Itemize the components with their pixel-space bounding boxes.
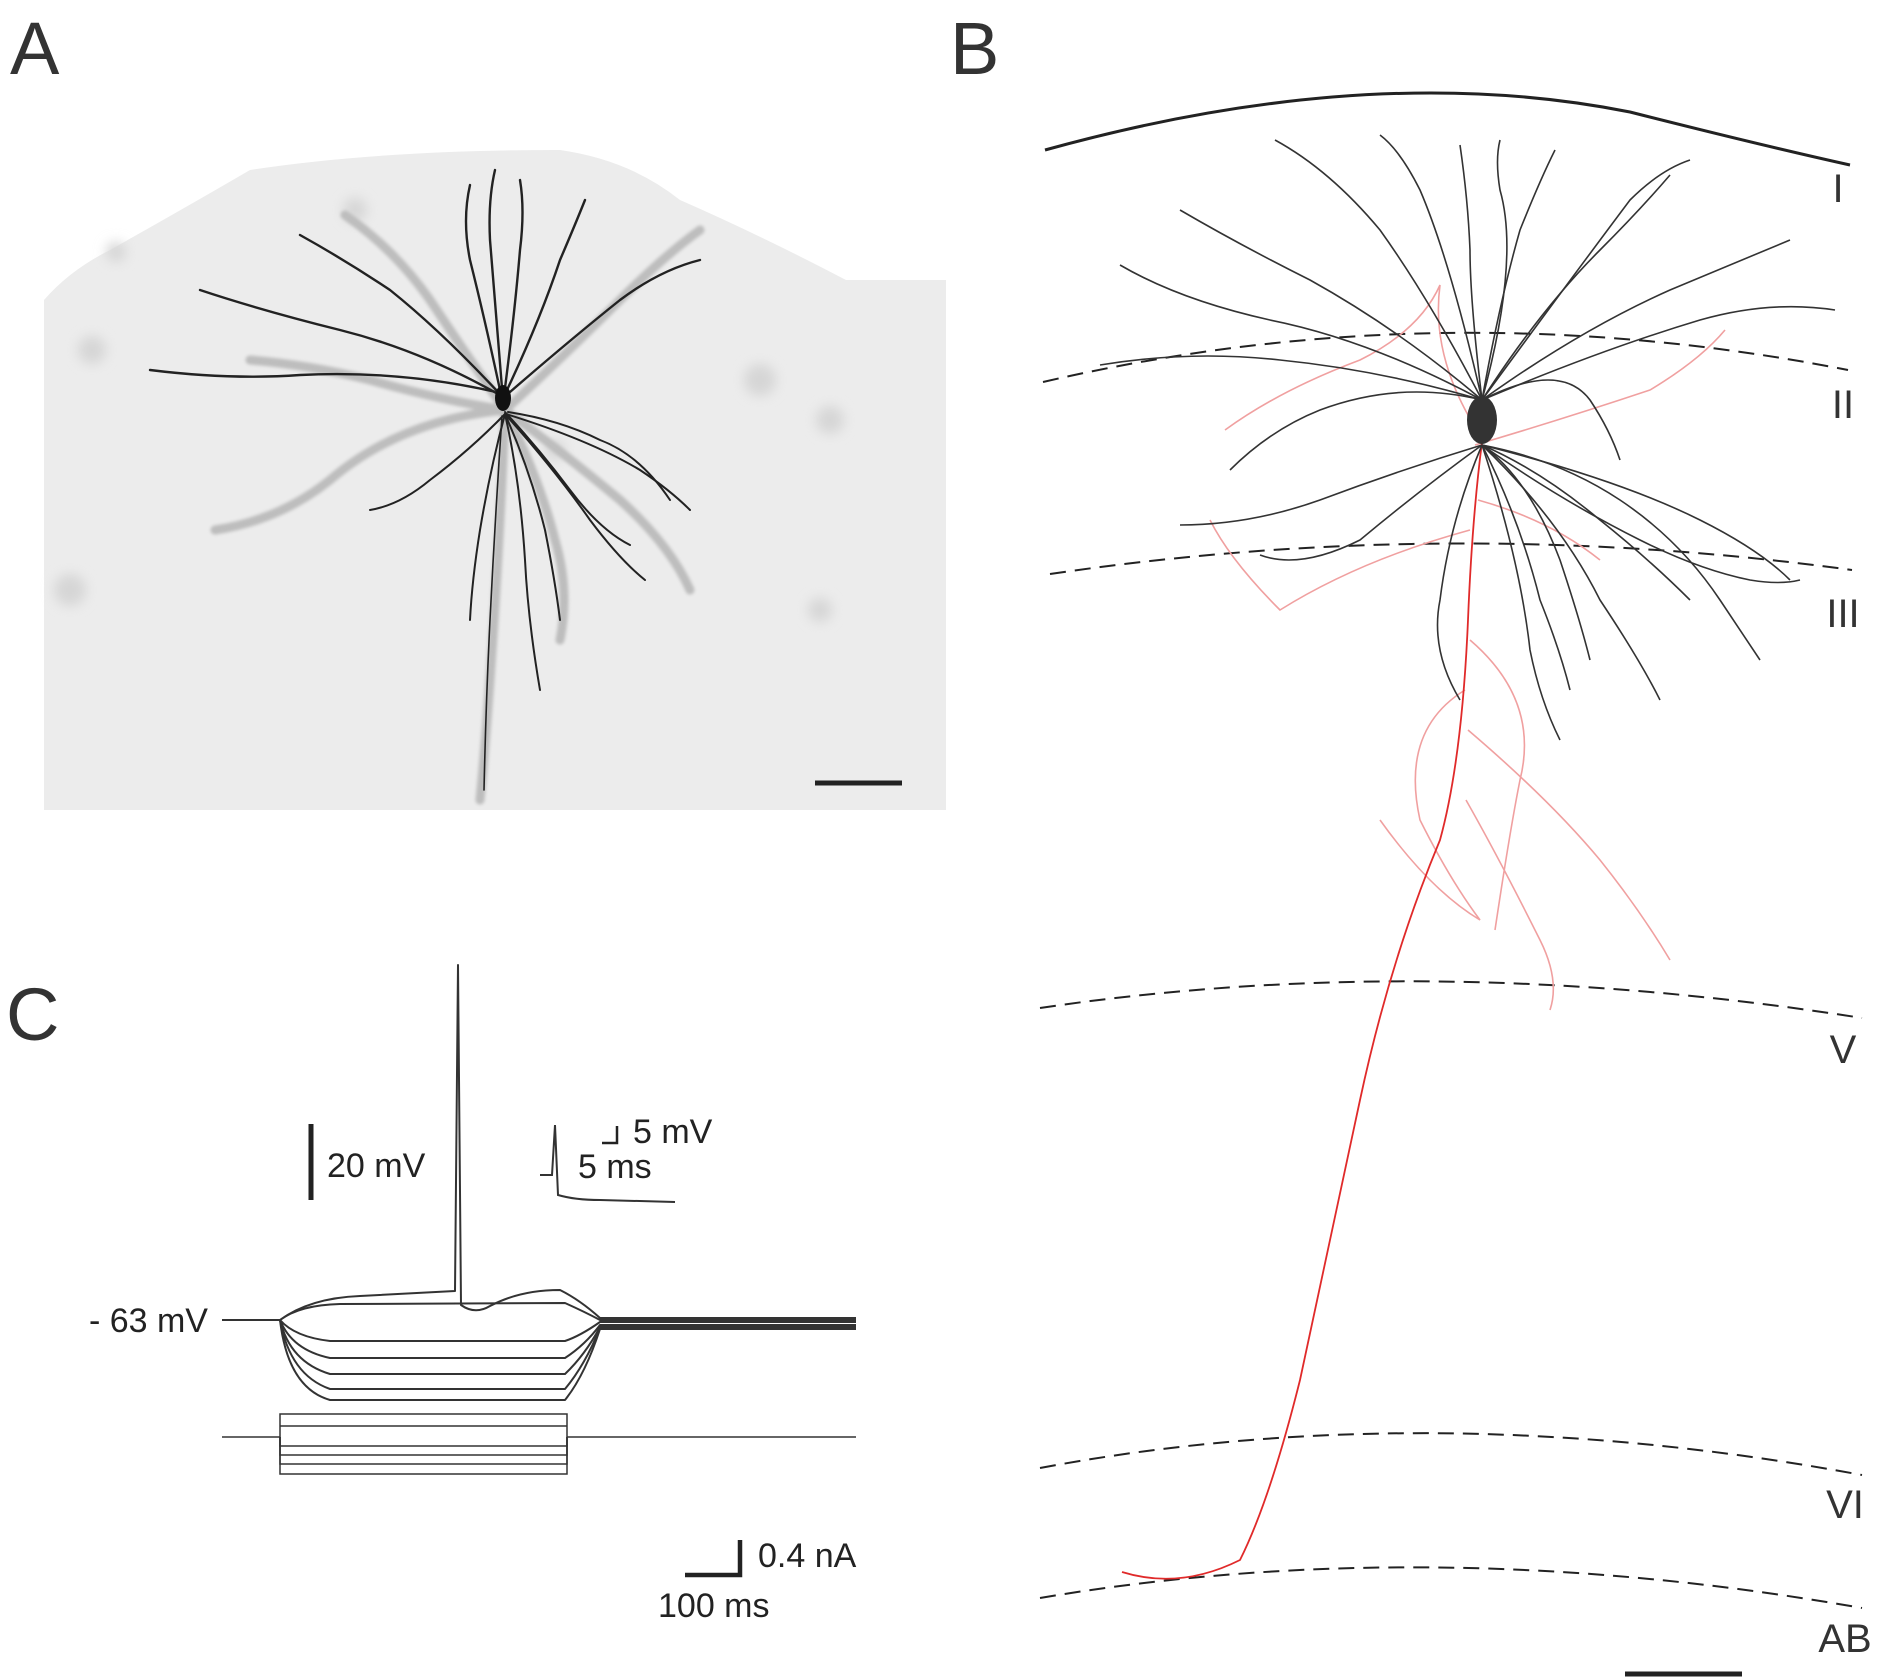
layer-label-ii: II — [1832, 383, 1854, 427]
micrograph — [44, 150, 946, 810]
voltage-traces — [222, 964, 856, 1401]
current-steps — [222, 1413, 856, 1475]
panel-a-letter: A — [10, 7, 60, 90]
apical-dendrites — [1099, 134, 1836, 471]
spike-inset-trace — [540, 1124, 676, 1203]
basal-dendrites — [1179, 444, 1801, 741]
boundary-ii-iii — [1049, 542, 1853, 575]
micrograph-soma — [495, 385, 511, 411]
reconstruction-soma — [1467, 396, 1497, 444]
boundary-vi-ab — [1039, 1566, 1863, 1609]
panel-c: C - 63 mV 20 mV 5 mV 5 ms 0.4 nA 100 ms — [6, 964, 857, 1625]
inset-scale-bar — [602, 1126, 619, 1145]
boundary-iii-v — [1039, 980, 1863, 1019]
baseline-label: - 63 mV — [89, 1302, 208, 1340]
time-scale-label: 100 ms — [658, 1587, 770, 1625]
inset-time-scale-label: 5 ms — [578, 1148, 652, 1186]
panel-a: A — [10, 7, 946, 810]
layer-label-vi: VI — [1826, 1483, 1864, 1527]
layer-label-iii: III — [1826, 592, 1859, 636]
layer-label-ab: AB — [1818, 1617, 1871, 1661]
current-step-5 — [279, 1437, 568, 1475]
current-step-4 — [279, 1437, 568, 1465]
panel-b-letter: B — [950, 7, 999, 90]
current-step-1 — [222, 1413, 856, 1438]
layer-label-v: V — [1830, 1028, 1857, 1072]
trace-hyperpolarized-4 — [222, 1319, 856, 1390]
layer-boundaries — [1039, 331, 1863, 1609]
panel-c-letter: C — [6, 973, 59, 1056]
trace-hyperpolarized-1 — [222, 1319, 856, 1342]
inset-voltage-scale-label: 5 mV — [633, 1113, 713, 1151]
trace-hyperpolarized-3 — [222, 1319, 856, 1375]
axon — [1121, 441, 1483, 1580]
current-time-scale-bar — [685, 1540, 743, 1578]
current-step-2 — [279, 1437, 568, 1447]
pia-boundary — [1044, 91, 1851, 167]
current-scale-label: 0.4 nA — [758, 1537, 857, 1575]
trace-depolarized-spiking — [222, 964, 856, 1321]
boundary-i-ii — [1042, 331, 1849, 383]
voltage-scale-label: 20 mV — [327, 1147, 426, 1185]
micrograph-neuron — [148, 168, 702, 791]
micrograph-background-cells — [54, 198, 844, 622]
boundary-v-vi — [1039, 1432, 1863, 1476]
panel-b: B I II III V VI AB — [950, 7, 1872, 1677]
micrograph-shadow-dendrites — [210, 210, 705, 805]
trace-hyperpolarized-5 — [222, 1319, 856, 1401]
layer-label-i: I — [1832, 167, 1843, 211]
axon-collaterals — [1209, 284, 1726, 1011]
micrograph-tissue — [44, 150, 946, 810]
trace-hyperpolarized-2 — [222, 1319, 856, 1359]
